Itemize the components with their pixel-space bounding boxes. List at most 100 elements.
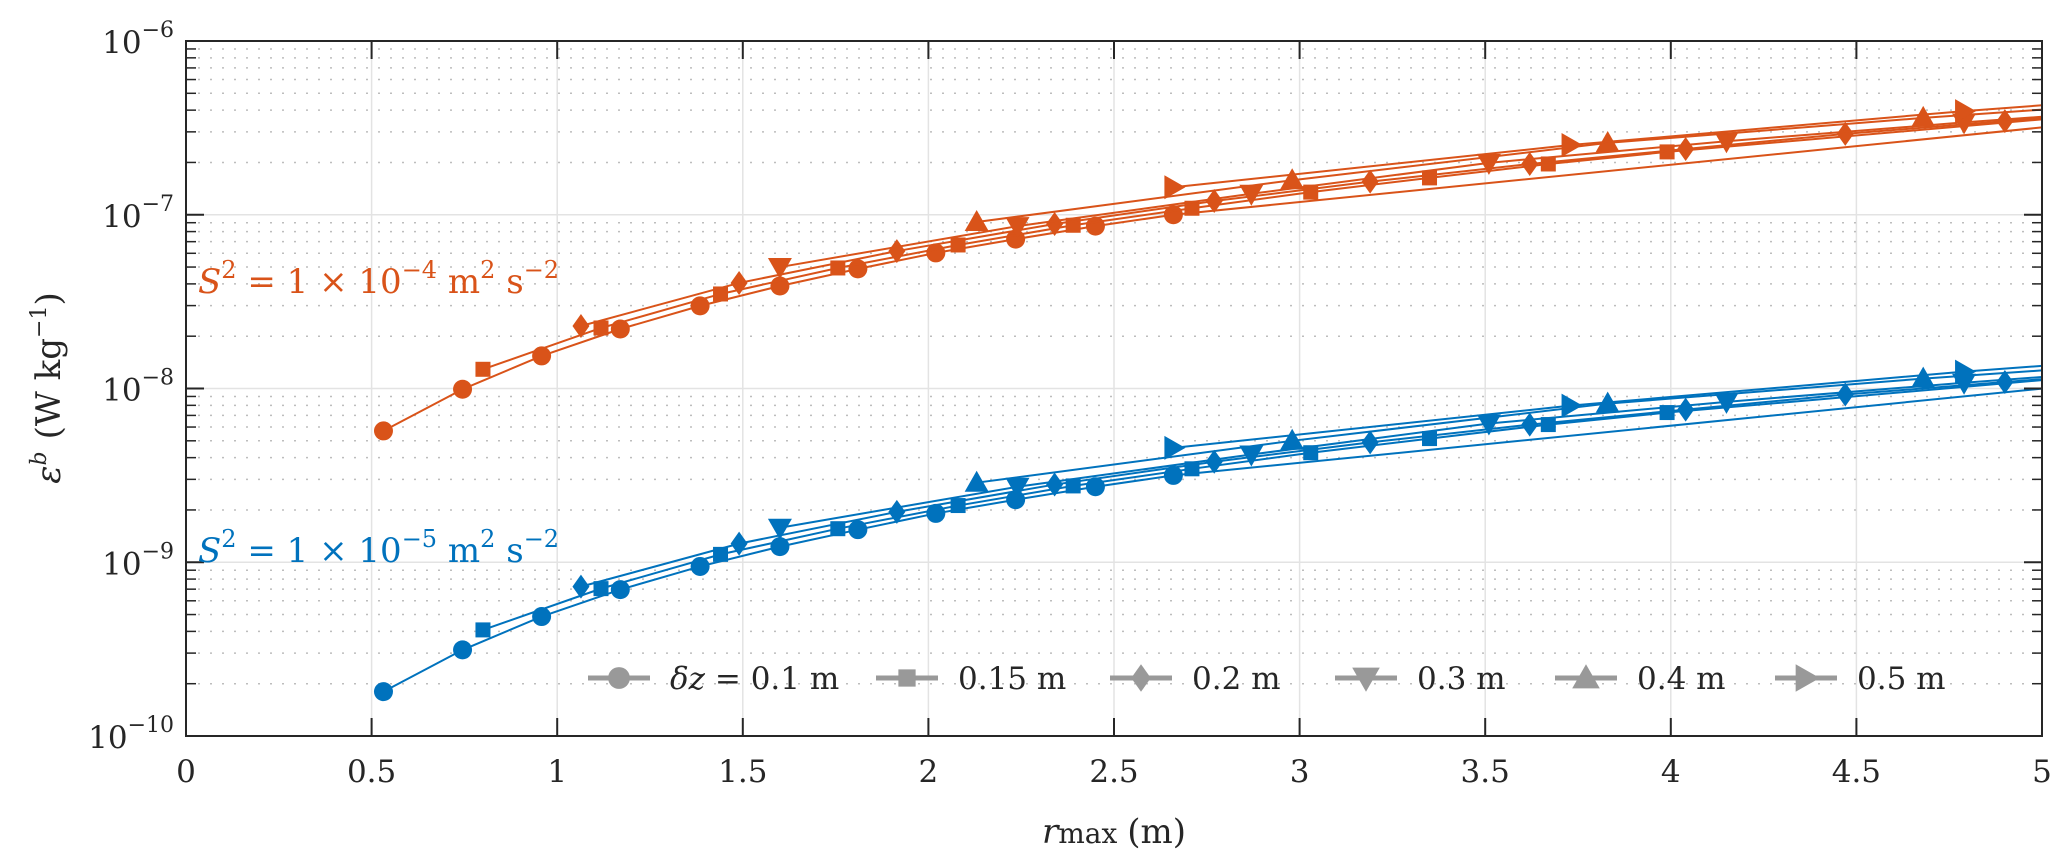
data-point-triangle-down — [767, 518, 792, 540]
y-tick-label: 10−9 — [102, 539, 174, 582]
data-point-diamond — [1361, 169, 1379, 194]
series-group-S2_1e-5 — [373, 359, 2043, 702]
ticks: 0 0.5 1 1.5 2 2.5 3 3.5 4 4.5 510−1010−910−810−710… — [88, 18, 2052, 790]
data-point-triangle-up — [964, 470, 989, 492]
data-point-square — [1659, 144, 1675, 160]
x-tick-label: 2 — [919, 754, 939, 790]
data-point-diamond — [1046, 472, 1064, 497]
data-point-triangle-up — [964, 210, 989, 232]
annotation-part: s — [495, 262, 523, 302]
data-point-square — [593, 320, 609, 336]
data-point-square — [1540, 156, 1556, 172]
legend-item-0.3m: 0.3 m — [1335, 661, 1506, 697]
legend-value: 0.3 m — [1417, 661, 1506, 697]
annotation-part: s — [495, 531, 523, 571]
y-axis-label-main: ε — [29, 465, 69, 483]
legend-marker-triangle-up — [1572, 664, 1600, 689]
data-point-diamond — [572, 574, 590, 599]
data-point-triangle-down — [1714, 132, 1739, 154]
data-point-diamond — [1205, 188, 1223, 213]
annotation-part: m — [437, 262, 480, 302]
series-line — [383, 387, 2043, 693]
legend-value: 0.5 m — [1857, 661, 1946, 697]
data-point-diamond — [1996, 109, 2014, 134]
y-tick-exponent: −7 — [142, 192, 174, 217]
annotation-part: 2 — [480, 525, 495, 553]
data-point-diamond — [1046, 211, 1064, 236]
x-tick-label: 5 — [2032, 754, 2052, 790]
data-point-diamond — [730, 270, 748, 295]
data-point-diamond — [1361, 430, 1379, 455]
y-axis-label-unit-sup: −1 — [27, 306, 52, 338]
y-tick-exponent: −9 — [142, 539, 174, 564]
legend-value: 0.2 m — [1192, 661, 1281, 697]
annotation-part: −2 — [524, 525, 559, 553]
y-tick-label: 10−6 — [102, 18, 174, 61]
y-tick-base: 10 — [88, 720, 127, 756]
annotation-part: 2 — [221, 525, 236, 553]
x-tick-label: 4.5 — [1832, 754, 1881, 790]
x-tick-label: 1 — [547, 754, 567, 790]
legend-marker-square — [898, 669, 916, 687]
data-point-diamond — [1836, 121, 1854, 146]
series-layer — [373, 99, 2043, 702]
data-point-triangle-right — [1561, 133, 1583, 158]
x-axis-label-main: r — [1042, 812, 1060, 852]
annotation-part: −5 — [402, 525, 437, 553]
legend-marker-triangle-right — [1795, 664, 1820, 692]
series-0.3m — [767, 373, 2043, 540]
data-point-triangle-down — [1714, 392, 1739, 414]
data-point-circle — [373, 421, 393, 441]
annotation-part: = 1 × 10 — [237, 531, 402, 571]
series-line — [1173, 364, 2043, 449]
x-axis-label-unit: (m) — [1127, 812, 1186, 852]
x-axis-label-sub: max — [1058, 817, 1117, 850]
y-axis-label: εb (W kg−1) — [27, 292, 69, 483]
x-tick-label: 0 — [176, 754, 196, 790]
series-0.2m — [572, 369, 2043, 599]
data-point-triangle-down — [1239, 445, 1264, 467]
x-tick-label: 4 — [1661, 754, 1681, 790]
y-tick-base: 10 — [102, 199, 141, 235]
legend-label: 0.5 m — [1857, 661, 1946, 697]
annotation-part: 2 — [221, 256, 236, 284]
y-tick-label: 10−7 — [102, 192, 174, 235]
series-line — [383, 126, 2043, 432]
data-point-diamond — [572, 313, 590, 338]
annotation-part: 2 — [480, 256, 495, 284]
data-point-triangle-right — [1164, 435, 1186, 460]
data-point-square — [1422, 431, 1438, 447]
data-point-diamond — [1205, 449, 1223, 474]
annotation-s2-1e-4: S2 = 1 × 10−4 m2 s−2 — [198, 256, 559, 302]
annotation-s2-1e-5: S2 = 1 × 10−5 m2 s−2 — [198, 525, 559, 571]
data-point-triangle-up — [1280, 168, 1305, 190]
annotation-part: = 1 × 10 — [237, 262, 402, 302]
data-point-triangle-down — [1476, 414, 1501, 436]
legend: δz = 0.1 m 0.15 m 0.2 m 0.3 m 0.4 m 0.5 m — [588, 661, 1946, 697]
x-tick-label: 3 — [1290, 754, 1310, 790]
data-point-diamond — [1677, 397, 1695, 422]
legend-label: 0.3 m — [1417, 661, 1506, 697]
legend-item-0.15m: 0.15 m — [876, 661, 1066, 697]
data-point-triangle-down — [1476, 153, 1501, 175]
data-point-circle — [373, 682, 393, 702]
legend-marker-diamond — [1131, 664, 1151, 692]
legend-marker-circle — [608, 667, 630, 689]
data-point-triangle-right — [1561, 393, 1583, 418]
y-tick-base: 10 — [102, 373, 141, 409]
series-line — [482, 118, 2043, 371]
y-axis-label-unit-close: ) — [29, 292, 69, 305]
annotation-part: m — [437, 531, 480, 571]
y-tick-exponent: −10 — [128, 713, 174, 738]
legend-item-0.2m: 0.2 m — [1110, 661, 1281, 697]
data-point-square — [713, 286, 729, 302]
x-tick-label: 0.5 — [347, 754, 396, 790]
series-group-S2_1e-4 — [373, 99, 2043, 441]
data-point-triangle-down — [1005, 477, 1030, 499]
x-tick-label: 1.5 — [718, 754, 767, 790]
data-point-triangle-down — [767, 258, 792, 280]
series-0.5m — [1164, 359, 2043, 460]
legend-value: 0.1 m — [751, 661, 840, 697]
legend-label: 0.4 m — [1637, 661, 1726, 697]
x-tick-label: 3.5 — [1461, 754, 1510, 790]
